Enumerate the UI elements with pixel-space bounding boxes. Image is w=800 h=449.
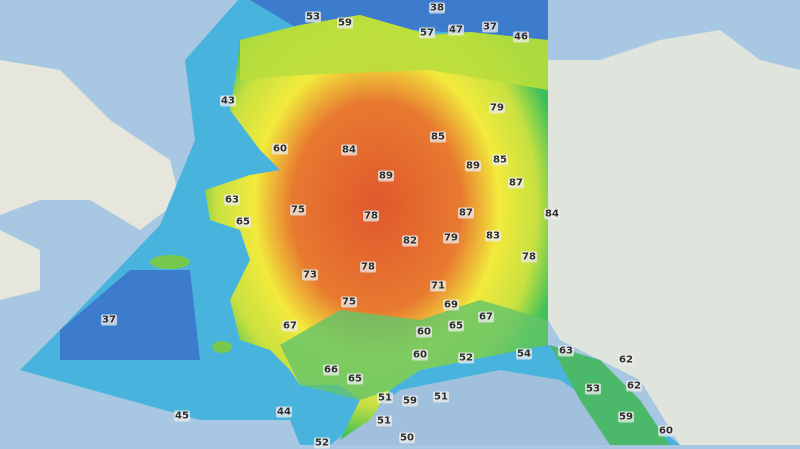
temperature-label: 37 — [101, 314, 117, 326]
temperature-label: 60 — [416, 326, 432, 338]
temperature-label: 52 — [458, 352, 474, 364]
temperature-label: 38 — [429, 2, 445, 14]
temperature-label: 54 — [516, 348, 532, 360]
russia-land — [0, 60, 180, 230]
temperature-label: 71 — [430, 280, 446, 292]
russia-land-south — [0, 230, 40, 300]
temperature-label: 37 — [482, 21, 498, 33]
temperature-label: 59 — [337, 17, 353, 29]
temperature-label: 85 — [492, 154, 508, 166]
temperature-label: 51 — [433, 391, 449, 403]
temperature-label: 84 — [341, 144, 357, 156]
temperature-label: 85 — [430, 131, 446, 143]
temperature-label: 67 — [478, 311, 494, 323]
temperature-label: 75 — [341, 296, 357, 308]
temperature-label: 87 — [508, 177, 524, 189]
temperature-label: 79 — [443, 232, 459, 244]
temperature-label: 82 — [402, 235, 418, 247]
temperature-label: 59 — [402, 395, 418, 407]
temperature-label: 60 — [658, 425, 674, 437]
temperature-label: 51 — [376, 415, 392, 427]
temperature-label: 78 — [363, 210, 379, 222]
temperature-label: 60 — [412, 349, 428, 361]
canada-land — [548, 30, 800, 445]
temperature-label: 44 — [276, 406, 292, 418]
temperature-label: 65 — [347, 373, 363, 385]
temperature-label: 62 — [618, 354, 634, 366]
temperature-label: 69 — [443, 299, 459, 311]
cold-water — [60, 270, 200, 360]
temperature-label: 66 — [323, 364, 339, 376]
temperature-label: 83 — [485, 230, 501, 242]
temperature-label: 62 — [626, 380, 642, 392]
temperature-label: 73 — [302, 269, 318, 281]
temperature-label: 60 — [272, 143, 288, 155]
temperature-label: 65 — [448, 320, 464, 332]
temperature-label: 45 — [174, 410, 190, 422]
gulf-of-alaska — [330, 370, 640, 445]
nunivak-island — [212, 341, 232, 353]
temperature-label: 87 — [458, 207, 474, 219]
temperature-label: 53 — [305, 11, 321, 23]
temperature-label: 67 — [282, 320, 298, 332]
temperature-label: 89 — [465, 160, 481, 172]
temperature-label: 53 — [585, 383, 601, 395]
temperature-label: 52 — [314, 437, 330, 449]
southeast-panhandle — [550, 345, 670, 445]
temperature-label: 65 — [235, 216, 251, 228]
temperature-label: 89 — [378, 170, 394, 182]
temperature-label: 59 — [618, 411, 634, 423]
temperature-label: 46 — [513, 31, 529, 43]
temperature-label: 50 — [399, 432, 415, 444]
temperature-label: 63 — [558, 345, 574, 357]
temperature-label: 51 — [377, 392, 393, 404]
temperature-label: 63 — [224, 194, 240, 206]
temperature-label: 84 — [544, 208, 560, 220]
north-slope — [240, 15, 548, 90]
st-lawrence-island — [150, 255, 190, 269]
temperature-label: 79 — [489, 102, 505, 114]
temperature-label: 43 — [220, 95, 236, 107]
temperature-label: 47 — [448, 24, 464, 36]
temperature-label: 78 — [360, 261, 376, 273]
temperature-label: 78 — [521, 251, 537, 263]
temperature-label: 57 — [419, 27, 435, 39]
temperature-label: 75 — [290, 204, 306, 216]
